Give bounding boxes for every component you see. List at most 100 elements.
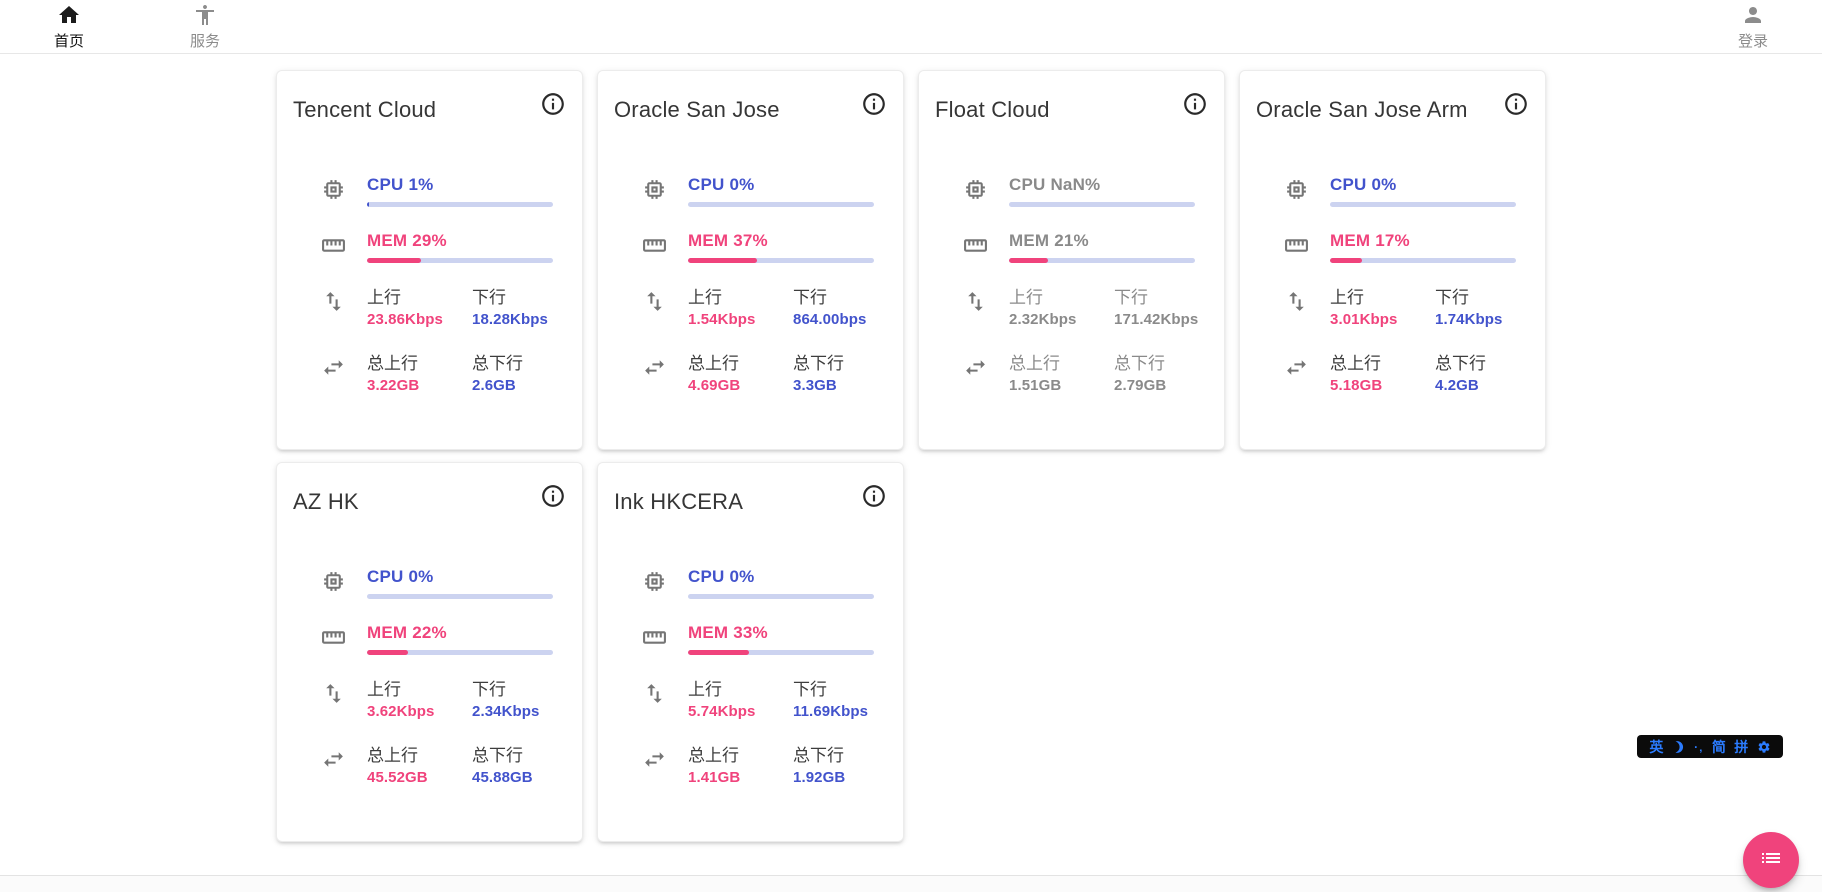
swap-horiz-icon (1284, 353, 1310, 397)
total-download: 总下行 3.3GB (793, 353, 898, 397)
server-name: Float Cloud (935, 97, 1206, 123)
total-download: 总下行 4.2GB (1435, 353, 1540, 397)
upload-speed: 上行 3.62Kbps (367, 679, 472, 723)
total-download: 总下行 2.6GB (472, 353, 577, 397)
speed-row: 上行 3.01Kbps 下行 1.74Kbps (1256, 287, 1527, 331)
person-icon (1741, 3, 1765, 32)
cpu-chip-icon (1284, 175, 1310, 207)
swap-horiz-icon (963, 353, 989, 397)
cpu-label: CPU NaN% (1009, 175, 1195, 195)
cpu-label: CPU 0% (688, 567, 874, 587)
total-download-value: 1.92GB (793, 767, 898, 789)
server-card: Ink HKCERA CPU 0% MEM 33% (597, 462, 904, 842)
total-download-value: 2.79GB (1114, 375, 1219, 397)
speed-row: 上行 1.54Kbps 下行 864.00bps (614, 287, 885, 331)
cpu-chip-icon (963, 175, 989, 207)
cpu-label: CPU 0% (688, 175, 874, 195)
download-speed: 下行 171.42Kbps (1114, 287, 1219, 331)
info-icon[interactable] (540, 483, 566, 509)
info-icon[interactable] (1182, 91, 1208, 117)
cpu-row: CPU 1% (293, 175, 564, 207)
cpu-progress-bar (1330, 202, 1516, 207)
download-speed-value: 2.34Kbps (472, 701, 577, 723)
cpu-chip-icon (321, 175, 347, 207)
total-download-value: 2.6GB (472, 375, 577, 397)
total-download: 总下行 2.79GB (1114, 353, 1219, 397)
total-download: 总下行 45.88GB (472, 745, 577, 789)
mem-row: MEM 17% (1256, 231, 1527, 263)
swap-vert-icon (642, 679, 668, 723)
nav-item-login[interactable]: 登录 (1724, 3, 1782, 51)
server-card: AZ HK CPU 0% MEM 22% (276, 462, 583, 842)
total-upload-value: 1.51GB (1009, 375, 1114, 397)
speed-row: 上行 23.86Kbps 下行 18.28Kbps (293, 287, 564, 331)
info-icon[interactable] (1503, 91, 1529, 117)
mem-label: MEM 37% (688, 231, 874, 251)
ruler-icon (642, 231, 668, 263)
mem-progress-bar (367, 650, 553, 655)
cpu-row: CPU 0% (1256, 175, 1527, 207)
total-upload: 总上行 3.22GB (367, 353, 472, 397)
cpu-row: CPU 0% (614, 175, 885, 207)
cpu-row: CPU 0% (614, 567, 885, 599)
total-download: 总下行 1.92GB (793, 745, 898, 789)
download-speed-value: 11.69Kbps (793, 701, 898, 723)
ime-language-toggle[interactable]: 英 (1649, 740, 1663, 754)
total-row: 总上行 4.69GB 总下行 3.3GB (614, 353, 885, 397)
server-name: Oracle San Jose Arm (1256, 97, 1527, 123)
server-card: Tencent Cloud CPU 1% MEM 29% (276, 70, 583, 450)
ruler-icon (321, 623, 347, 655)
server-list-fab[interactable] (1743, 832, 1799, 888)
mem-progress-bar (367, 258, 553, 263)
nav-item-home[interactable]: 首页 (40, 3, 98, 51)
server-name: AZ HK (293, 489, 564, 515)
mem-progress-bar (688, 258, 874, 263)
cpu-row: CPU NaN% (935, 175, 1206, 207)
upload-speed: 上行 5.74Kbps (688, 679, 793, 723)
total-upload: 总上行 1.51GB (1009, 353, 1114, 397)
top-nav: 首页 服务 登录 (0, 0, 1822, 54)
cpu-progress-bar (688, 202, 874, 207)
info-icon[interactable] (861, 483, 887, 509)
nav-item-label: 服务 (190, 34, 220, 51)
nav-item-label: 登录 (1738, 34, 1768, 51)
cpu-chip-icon (642, 175, 668, 207)
nav-item-services[interactable]: 服务 (176, 3, 234, 51)
accessibility-icon (193, 3, 217, 32)
moon-icon[interactable] (1672, 740, 1686, 754)
upload-speed: 上行 1.54Kbps (688, 287, 793, 331)
ime-simplified-toggle[interactable]: 简 (1712, 740, 1726, 754)
ime-punctuation-toggle[interactable]: ·‚ (1694, 741, 1703, 753)
cpu-label: CPU 1% (367, 175, 553, 195)
speed-row: 上行 5.74Kbps 下行 11.69Kbps (614, 679, 885, 723)
ime-pinyin-toggle[interactable]: 拼 (1734, 740, 1748, 754)
total-row: 总上行 1.41GB 总下行 1.92GB (614, 745, 885, 789)
server-stats: CPU NaN% MEM 21% 上行 (935, 175, 1206, 397)
server-stats: CPU 0% MEM 33% 上行 (614, 567, 885, 789)
speed-row: 上行 3.62Kbps 下行 2.34Kbps (293, 679, 564, 723)
list-icon (1759, 846, 1783, 875)
ruler-icon (1284, 231, 1310, 263)
info-icon[interactable] (540, 91, 566, 117)
server-name: Oracle San Jose (614, 97, 885, 123)
total-row: 总上行 3.22GB 总下行 2.6GB (293, 353, 564, 397)
ruler-icon (642, 623, 668, 655)
server-card: Oracle San Jose CPU 0% MEM 37% (597, 70, 904, 450)
total-download-value: 4.2GB (1435, 375, 1540, 397)
swap-horiz-icon (321, 353, 347, 397)
total-download-value: 45.88GB (472, 767, 577, 789)
download-speed-value: 18.28Kbps (472, 309, 577, 331)
cpu-progress-bar (367, 202, 553, 207)
speed-row: 上行 2.32Kbps 下行 171.42Kbps (935, 287, 1206, 331)
download-speed-value: 171.42Kbps (1114, 309, 1219, 331)
ruler-icon (963, 231, 989, 263)
gear-icon[interactable] (1757, 740, 1771, 754)
download-speed-value: 864.00bps (793, 309, 898, 331)
cpu-label: CPU 0% (1330, 175, 1516, 195)
cpu-progress-bar (688, 594, 874, 599)
info-icon[interactable] (861, 91, 887, 117)
total-upload-value: 1.41GB (688, 767, 793, 789)
swap-vert-icon (321, 679, 347, 723)
mem-label: MEM 22% (367, 623, 553, 643)
ime-toolbar: 英 ·‚ 简 拼 (1637, 735, 1783, 758)
